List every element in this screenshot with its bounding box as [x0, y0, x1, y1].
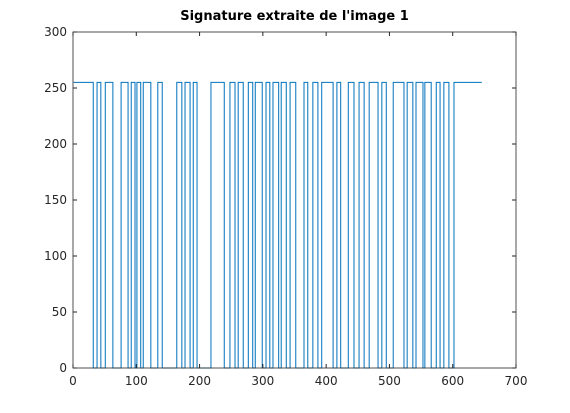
x-tick-label: 0 — [69, 374, 77, 388]
y-tick-label: 100 — [44, 249, 67, 263]
x-tick-label: 200 — [188, 374, 211, 388]
x-tick-label: 100 — [125, 374, 148, 388]
chart-title: Signature extraite de l'image 1 — [180, 9, 409, 24]
x-tick-label: 500 — [378, 374, 401, 388]
y-tick-label: 300 — [44, 25, 67, 39]
x-tick-label: 400 — [315, 374, 338, 388]
x-tick-label: 600 — [441, 374, 464, 388]
x-tick-label: 300 — [251, 374, 274, 388]
y-tick-label: 200 — [44, 137, 67, 151]
y-tick-label: 50 — [52, 305, 67, 319]
y-tick-label: 150 — [44, 193, 67, 207]
y-tick-label: 250 — [44, 81, 67, 95]
x-tick-label: 700 — [505, 374, 528, 388]
y-tick-label: 0 — [59, 361, 67, 375]
